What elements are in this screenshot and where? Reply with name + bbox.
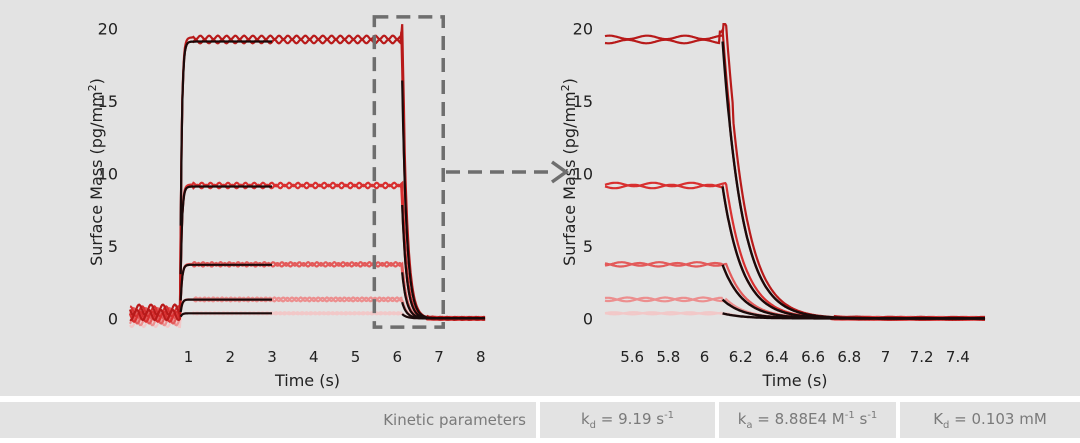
- x-tick-label: 6.8: [837, 348, 861, 366]
- x-tick-label: 6.2: [729, 348, 753, 366]
- x-tick-label: 7.4: [946, 348, 970, 366]
- kinetic-parameters-title: Kinetic parameters: [383, 411, 526, 429]
- fit-line-association: [179, 263, 272, 301]
- x-tick-label: 5.6: [620, 348, 644, 366]
- y-tick-label: 10: [573, 164, 593, 183]
- y-axis-label: Surface Mass (pg/mm2): [86, 78, 107, 266]
- x-tick-label: 6: [700, 348, 710, 366]
- figure-panel: 0 5 10 15 20 1 2 3 4 5 6 7 8 Time (s) Surface Mass (pg…: [0, 0, 1080, 396]
- data-series-line: [604, 183, 986, 322]
- x-tick-label: 3: [267, 348, 277, 366]
- x-axis-label: Time (s): [274, 371, 340, 390]
- y-tick-label: 5: [583, 237, 593, 256]
- y-tick-label: 0: [108, 309, 118, 328]
- fit-line-dissociation: [401, 80, 485, 320]
- y-tick-label: 0: [583, 309, 593, 328]
- x-tick-label: 5.8: [656, 348, 680, 366]
- zoom-arrow-head: [550, 160, 570, 184]
- Kd-cell: Kd = 0.103 mM: [900, 402, 1080, 438]
- x-tick-label: 7: [434, 348, 444, 366]
- data-series-line: [604, 23, 986, 321]
- zoom-sensorgram-chart: 0 5 10 15 20 5.6 5.8 6 6.2 6.4 6.6 6.8 7 7.2 7.4 Time (…: [559, 19, 986, 390]
- kinetic-parameters-label: Kinetic parameters: [0, 402, 536, 438]
- fit-line-association: [179, 40, 272, 226]
- x-tick-label: 6: [393, 348, 403, 366]
- kd-cell: kd = 9.19 s-1: [540, 402, 715, 438]
- data-series-line: [604, 181, 986, 321]
- y-tick-label: 20: [98, 19, 118, 38]
- x-tick-label: 6.6: [801, 348, 825, 366]
- y-tick-label: 20: [573, 19, 593, 38]
- y-tick-label: 5: [108, 237, 118, 256]
- y-axis-label: Surface Mass (pg/mm2): [559, 78, 580, 266]
- ka-value: ka = 8.88E4 M-1 s-1: [737, 409, 878, 431]
- zoom-region-box: [372, 15, 445, 329]
- x-tick-label: 1: [184, 348, 194, 366]
- zoom-arrow: [446, 160, 570, 184]
- x-tick-label: 5: [351, 348, 361, 366]
- charts-svg: 0 5 10 15 20 1 2 3 4 5 6 7 8 Time (s) Surface Mass (pg…: [86, 15, 986, 390]
- kinetic-parameters-bar: Kinetic parameters kd = 9.19 s-1 ka = 8.…: [0, 402, 1080, 438]
- x-tick-label: 7: [881, 348, 891, 366]
- fit-line-dissociation: [721, 41, 985, 320]
- data-series-line: [604, 25, 985, 322]
- x-tick-label: 4: [309, 348, 319, 366]
- kd-value: kd = 9.19 s-1: [580, 409, 675, 431]
- x-tick-label: 7.2: [910, 348, 934, 366]
- Kd-value: Kd = 0.103 mM: [933, 409, 1047, 431]
- fit-line-association: [179, 185, 272, 275]
- y-tick-label: 15: [98, 92, 118, 111]
- x-tick-label: 2: [225, 348, 235, 366]
- y-tick-label: 10: [98, 164, 118, 183]
- y-tick-label: 15: [573, 92, 593, 111]
- ka-cell: ka = 8.88E4 M-1 s-1: [719, 402, 896, 438]
- x-tick-label: 8: [476, 348, 486, 366]
- fit-line-association: [179, 298, 272, 313]
- fit-line-dissociation: [721, 186, 985, 320]
- x-tick-label: 6.4: [765, 348, 789, 366]
- main-sensorgram-chart: 0 5 10 15 20 1 2 3 4 5 6 7 8 Time (s) Surface Mass (pg…: [86, 15, 486, 390]
- x-axis-label: Time (s): [761, 371, 827, 390]
- fit-line-association: [179, 312, 272, 318]
